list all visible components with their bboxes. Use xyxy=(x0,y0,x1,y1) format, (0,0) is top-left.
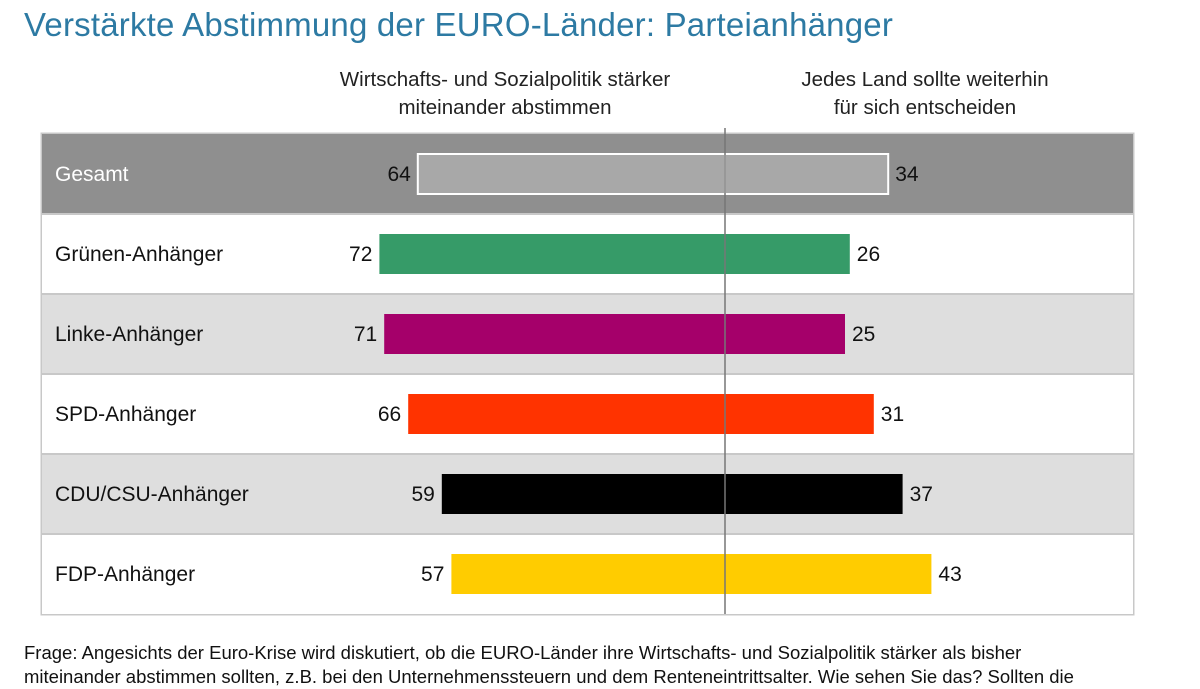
value-label-right: 26 xyxy=(857,243,880,266)
bar-right xyxy=(725,474,903,514)
question-footnote: Frage: Angesichts der Euro-Krise wird di… xyxy=(24,641,1184,689)
bar-right xyxy=(725,394,874,434)
column-header-left: Wirtschafts- und Sozialpolitik stärker m… xyxy=(290,66,720,122)
bar-right xyxy=(725,234,850,274)
bar-left xyxy=(408,394,725,434)
diverging-bar-chart: Gesamt 64 34 Grünen-Anhänger 72 26 Linke-Anhän… xyxy=(40,128,1135,616)
category-label: Linke-Anhänger xyxy=(55,323,203,346)
bar-left xyxy=(379,234,725,274)
value-label-right: 43 xyxy=(938,563,961,586)
column-header-left-line1: Wirtschafts- und Sozialpolitik stärker xyxy=(339,68,671,91)
category-label: Gesamt xyxy=(55,163,129,186)
bar-left xyxy=(384,314,725,354)
category-label: SPD-Anhänger xyxy=(55,403,196,426)
value-label-left: 64 xyxy=(387,163,411,186)
footnote-line2: miteinander abstimmen sollten, z.B. bei … xyxy=(24,666,1074,687)
category-label: Grünen-Anhänger xyxy=(55,243,223,266)
value-label-right: 31 xyxy=(881,403,904,426)
bar-left xyxy=(451,554,725,594)
value-label-right: 37 xyxy=(910,483,933,506)
chart-title: Verstärkte Abstimmung der EURO-Länder: P… xyxy=(24,6,894,43)
bar-left xyxy=(441,474,725,514)
column-header-right: Jedes Land sollte weiterhin für sich ent… xyxy=(735,66,1115,122)
value-label-left: 59 xyxy=(411,483,434,506)
value-label-left: 71 xyxy=(354,323,377,346)
column-header-right-line1: Jedes Land sollte weiterhin xyxy=(801,68,1049,91)
value-label-right: 25 xyxy=(852,323,875,346)
bar-right xyxy=(725,554,932,594)
bar-left xyxy=(416,153,726,195)
category-label: FDP-Anhänger xyxy=(55,563,195,586)
column-header-left-line2: miteinander abstimmen xyxy=(398,96,612,119)
footnote-line1: Frage: Angesichts der Euro-Krise wird di… xyxy=(24,642,1022,663)
column-header-right-line2: für sich entscheiden xyxy=(833,96,1017,119)
category-label: CDU/CSU-Anhänger xyxy=(55,483,249,506)
value-label-right: 34 xyxy=(895,163,919,186)
bar-right xyxy=(724,153,890,195)
value-label-left: 57 xyxy=(421,563,444,586)
value-label-left: 72 xyxy=(349,243,372,266)
bar-right xyxy=(725,314,845,354)
value-label-left: 66 xyxy=(378,403,401,426)
